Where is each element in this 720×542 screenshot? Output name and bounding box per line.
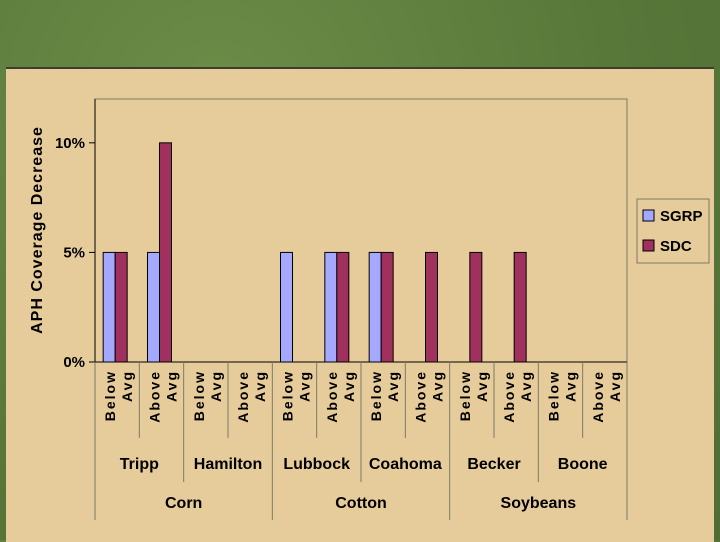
x-sub-label-line1: Above — [147, 370, 163, 423]
x-sub-label: AboveAvg — [590, 370, 623, 423]
x-location-label: Coahoma — [369, 456, 442, 473]
bar-sdc-becker — [469, 251, 483, 363]
x-sub-label: BelowAvg — [191, 370, 224, 421]
bar-sdc-lubbock — [336, 251, 350, 363]
x-sub-label-line1: Above — [324, 370, 340, 423]
x-sub-label: AboveAvg — [324, 370, 357, 423]
bar-sgrp-lubbock — [280, 251, 293, 363]
x-sub-label: AboveAvg — [413, 370, 446, 423]
bar-sdc-tripp — [114, 251, 128, 363]
x-location-label: Boone — [558, 456, 608, 473]
x-sub-label: BelowAvg — [457, 370, 490, 421]
x-sub-label: BelowAvg — [280, 370, 313, 421]
x-sub-label: AboveAvg — [235, 370, 268, 423]
x-location-label: Tripp — [120, 456, 159, 473]
legend-swatch-sgrp — [642, 209, 655, 222]
bar-sdc-coahoma — [380, 251, 394, 363]
x-sub-label-line1: Above — [501, 370, 517, 423]
legend-swatch-sdc — [642, 239, 655, 252]
x-crop-label: Soybeans — [501, 495, 577, 512]
x-sub-label: AboveAvg — [501, 370, 534, 423]
x-crop-label: Corn — [165, 495, 202, 512]
x-location-label: Lubbock — [283, 456, 350, 473]
y-tick-label: 0% — [63, 354, 85, 371]
x-sub-label-line2: Avg — [474, 370, 490, 402]
x-sub-label-line1: Below — [457, 370, 473, 421]
x-sub-label-line2: Avg — [164, 370, 180, 402]
x-sub-label-line2: Avg — [341, 370, 357, 402]
x-sub-label-line2: Avg — [518, 370, 534, 402]
y-tick-label: 5% — [63, 244, 85, 261]
x-sub-label-line1: Below — [102, 370, 118, 421]
x-location-label: Becker — [467, 456, 520, 473]
x-sub-label-line2: Avg — [119, 370, 135, 402]
x-sub-label-line2: Avg — [252, 370, 268, 402]
bar-sdc-tripp — [159, 142, 172, 363]
bar-sgrp-tripp — [102, 251, 116, 363]
x-sub-label: BelowAvg — [102, 370, 135, 421]
x-sub-label: BelowAvg — [368, 370, 401, 421]
x-sub-label: BelowAvg — [546, 370, 579, 421]
x-sub-label-line2: Avg — [208, 370, 224, 402]
y-axis-title: APH Coverage Decrease — [29, 126, 46, 334]
y-tick-label: 10% — [55, 135, 85, 152]
x-sub-label-line1: Above — [590, 370, 606, 423]
x-crop-label: Cotton — [335, 495, 387, 512]
x-location-label: Hamilton — [194, 456, 262, 473]
x-sub-label-line2: Avg — [563, 370, 579, 402]
x-sub-label-line1: Below — [191, 370, 207, 421]
x-sub-label-line2: Avg — [385, 370, 401, 402]
bar-sgrp-lubbock — [324, 251, 338, 363]
x-sub-label: AboveAvg — [147, 370, 180, 423]
bar-sdc-becker — [513, 251, 527, 363]
bar-sgrp-coahoma — [368, 251, 382, 363]
legend-box — [636, 198, 710, 264]
bar-sgrp-tripp — [147, 251, 160, 363]
x-sub-label-line2: Avg — [607, 370, 623, 402]
legend-label-sgrp: SGRP — [660, 208, 703, 225]
x-sub-label-line1: Above — [413, 370, 429, 423]
x-sub-label-line1: Below — [546, 370, 562, 421]
x-sub-label-line2: Avg — [430, 370, 446, 402]
x-sub-label-line1: Below — [368, 370, 384, 421]
legend-label-sdc: SDC — [660, 238, 692, 255]
x-sub-label-line1: Below — [280, 370, 296, 421]
x-sub-label-line2: Avg — [297, 370, 313, 402]
x-sub-label-line1: Above — [235, 370, 251, 423]
plot-area — [94, 98, 628, 363]
bar-sdc-coahoma — [425, 251, 438, 363]
